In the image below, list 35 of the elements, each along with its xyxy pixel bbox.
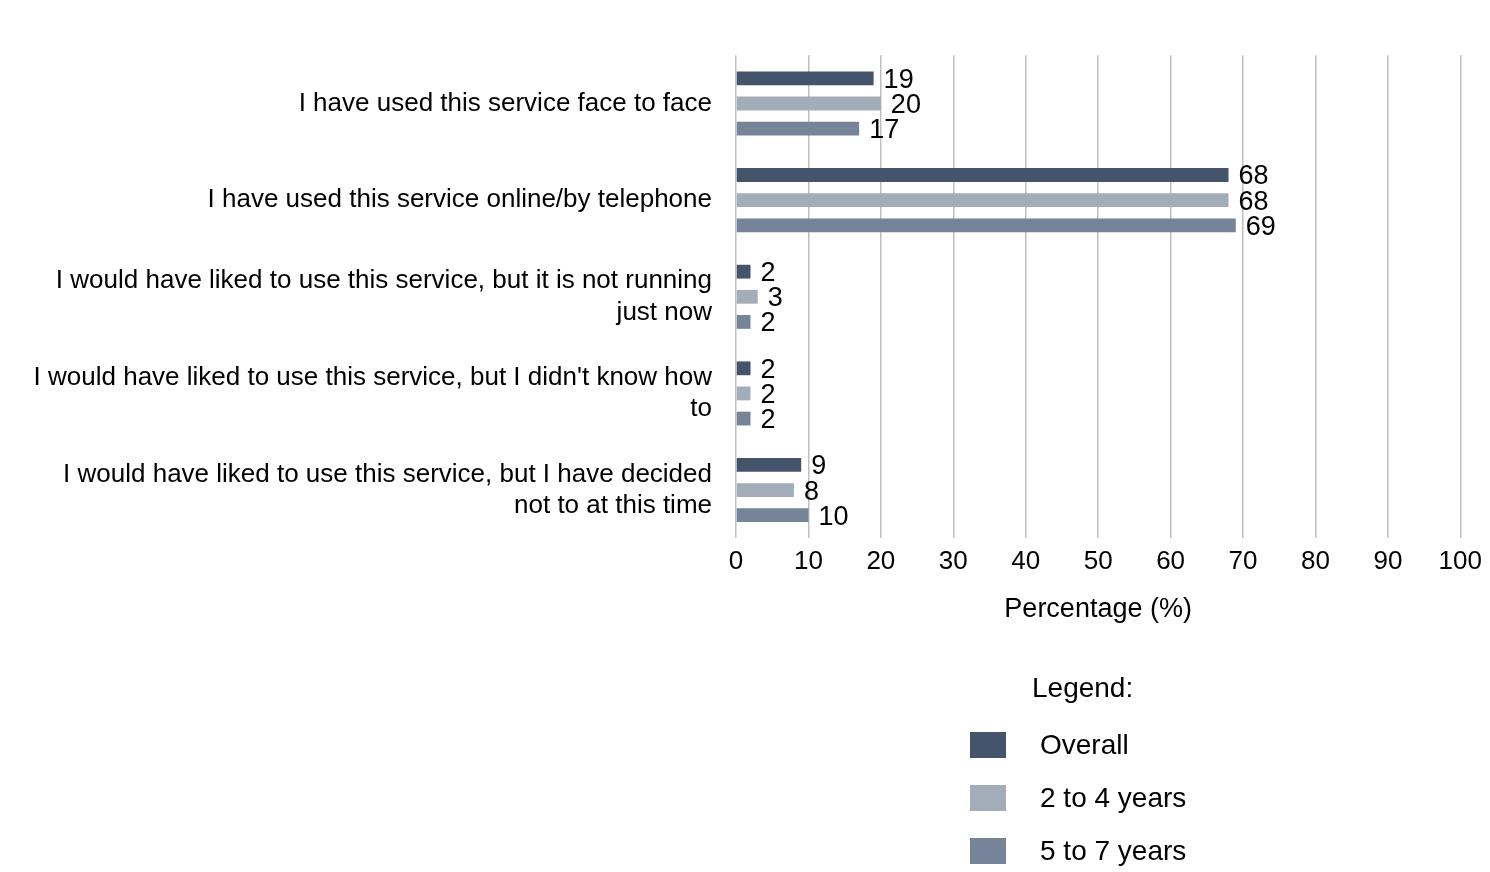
x-axis-title: Percentage (%) (1004, 593, 1192, 624)
x-tick-label: 70 (1228, 545, 1258, 576)
bar (736, 96, 881, 111)
bar (736, 264, 751, 279)
bar (736, 508, 809, 523)
y-tick-label: I would have liked to use this service, but it is not running just now (55, 264, 713, 326)
x-tick-label: 90 (1373, 545, 1403, 576)
legend-label: Overall (1040, 728, 1129, 761)
bar (736, 458, 802, 472)
x-tick-label: 10 (793, 545, 823, 576)
data-label: 10 (818, 500, 849, 531)
bar (736, 193, 1229, 208)
x-tick-label: 20 (866, 545, 896, 576)
bar (736, 121, 860, 136)
bar (736, 71, 874, 86)
legend-label: 2 to 4 years (1040, 781, 1187, 814)
bar (736, 315, 751, 329)
bar (736, 218, 1236, 233)
legend-title: Legend: (1032, 672, 1135, 704)
x-tick-label: 60 (1156, 545, 1186, 576)
legend-label: 5 to 7 years (1040, 834, 1187, 867)
x-tick-label: 0 (728, 545, 744, 576)
x-tick-label: 100 (1438, 545, 1483, 576)
bar (736, 289, 758, 304)
x-tick-label: 50 (1083, 545, 1113, 576)
x-tick-label: 80 (1300, 545, 1330, 576)
bar (736, 483, 794, 497)
y-tick-label: I would have liked to use this service, but I didn't know how to (33, 361, 713, 423)
y-tick-label: I would have liked to use this service, but I have decided not to at this time (63, 457, 712, 519)
x-tick-label: 30 (938, 545, 968, 576)
bar (736, 168, 1229, 182)
bar (736, 361, 751, 376)
y-tick-label: I have used this service online/by telephone (207, 183, 712, 214)
y-tick-label: I have used this service face to face (298, 86, 712, 117)
x-tick-label: 40 (1011, 545, 1041, 576)
